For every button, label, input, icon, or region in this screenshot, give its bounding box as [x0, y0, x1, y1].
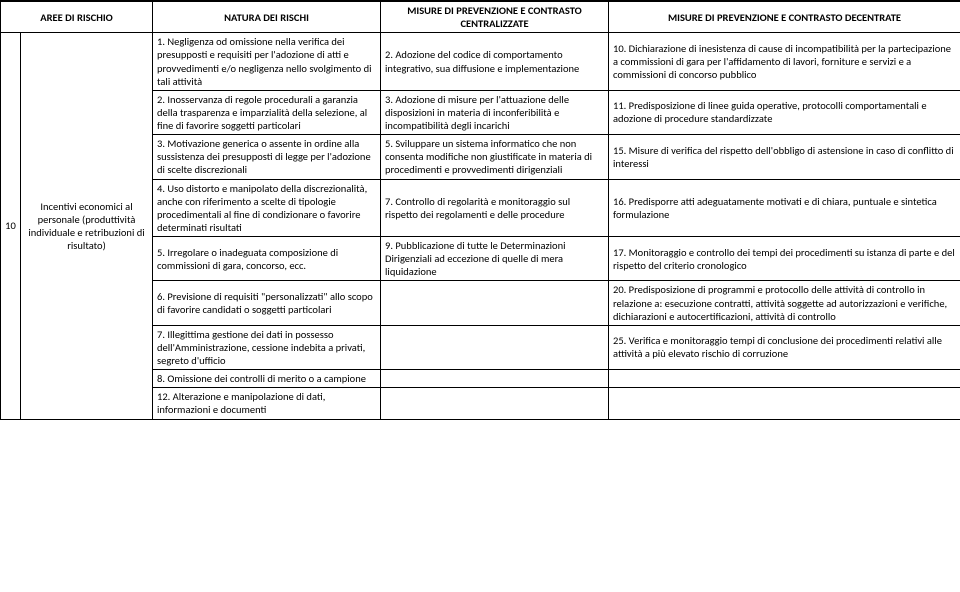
header-row: AREE DI RISCHIO NATURA DEI RISCHI MISURE…: [1, 1, 960, 33]
risk-table: AREE DI RISCHIO NATURA DEI RISCHI MISURE…: [0, 0, 960, 420]
centralizzate-cell: 5. Sviluppare un sistema informatico che…: [381, 135, 609, 179]
decentrate-cell: 25. Verifica e monitoraggio tempi di con…: [609, 325, 960, 369]
centralizzate-cell: 2. Adozione del codice di comportamento …: [381, 33, 609, 91]
header-aree: AREE DI RISCHIO: [1, 1, 153, 33]
centralizzate-cell: [381, 281, 609, 325]
centralizzate-cell: [381, 388, 609, 419]
decentrate-cell: 16. Predisporre atti adeguatamente motiv…: [609, 179, 960, 237]
decentrate-cell: [609, 388, 960, 419]
row-number: 10: [1, 33, 21, 419]
natura-cell: 2. Inosservanza di regole procedurali a …: [153, 90, 381, 134]
centralizzate-cell: [381, 370, 609, 388]
centralizzate-cell: 3. Adozione di misure per l'attuazione d…: [381, 90, 609, 134]
header-centralizzate: MISURE DI PREVENZIONE E CONTRASTO CENTRA…: [381, 1, 609, 33]
natura-cell: 4. Uso distorto e manipolato della discr…: [153, 179, 381, 237]
centralizzate-cell: [381, 325, 609, 369]
header-decentrate: MISURE DI PREVENZIONE E CONTRASTO DECENT…: [609, 1, 960, 33]
natura-cell: 5. Irregolare o inadeguata composizione …: [153, 237, 381, 281]
decentrate-cell: 17. Monitoraggio e controllo dei tempi d…: [609, 237, 960, 281]
centralizzate-cell: 7. Controllo di regolarità e monitoraggi…: [381, 179, 609, 237]
natura-cell: 1. Negligenza od omissione nella verific…: [153, 33, 381, 91]
header-natura: NATURA DEI RISCHI: [153, 1, 381, 33]
table-row: 10 Incentivi economici al personale (pro…: [1, 33, 960, 91]
decentrate-cell: [609, 370, 960, 388]
decentrate-cell: 10. Dichiarazione di inesistenza di caus…: [609, 33, 960, 91]
natura-cell: 8. Omissione dei controlli di merito o a…: [153, 370, 381, 388]
natura-cell: 12. Alterazione e manipolazione di dati,…: [153, 388, 381, 419]
natura-cell: 3. Motivazione generica o assente in ord…: [153, 135, 381, 179]
decentrate-cell: 11. Predisposizione di linee guida opera…: [609, 90, 960, 134]
area-cell: Incentivi economici al personale (produt…: [21, 33, 153, 419]
natura-cell: 7. Illegittima gestione dei dati in poss…: [153, 325, 381, 369]
decentrate-cell: 15. Misure di verifica del rispetto dell…: [609, 135, 960, 179]
natura-cell: 6. Previsione di requisiti "personalizza…: [153, 281, 381, 325]
centralizzate-cell: 9. Pubblicazione di tutte le Determinazi…: [381, 237, 609, 281]
decentrate-cell: 20. Predisposizione di programmi e proto…: [609, 281, 960, 325]
